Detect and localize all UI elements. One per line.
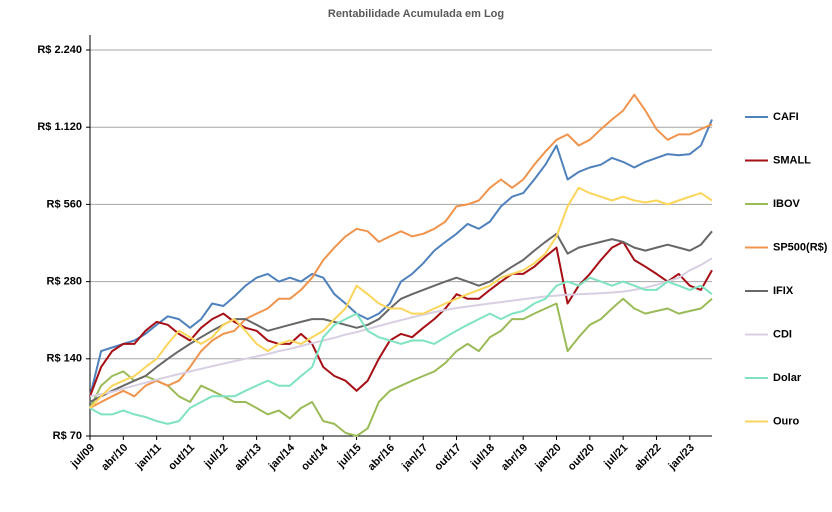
- x-tick-label: jan/17: [399, 442, 430, 473]
- legend-label: Dolar: [773, 372, 802, 384]
- series-line: [89, 230, 713, 403]
- series-line: [89, 276, 713, 425]
- x-tick-label: out/14: [299, 441, 331, 473]
- x-tick-label: jan/14: [266, 441, 298, 473]
- legend-label: CDI: [773, 328, 792, 340]
- y-tick-label: R$ 140: [47, 353, 82, 365]
- x-tick-label: abr/10: [99, 442, 130, 473]
- x-tick-label: jul/21: [601, 442, 630, 471]
- x-tick-label: abr/13: [232, 442, 263, 473]
- x-tick-label: jan/20: [532, 442, 563, 473]
- series-line: [89, 257, 713, 398]
- x-tick-label: jul/12: [201, 442, 230, 471]
- legend-label: SP500(R$): [773, 241, 828, 253]
- x-tick-label: out/20: [566, 442, 597, 473]
- legend-label: IFIX: [773, 285, 794, 297]
- x-tick-label: jul/09: [68, 442, 97, 471]
- x-tick-label: out/11: [166, 442, 197, 473]
- legend-label: CAFI: [773, 111, 799, 123]
- x-tick-label: jan/23: [666, 442, 697, 473]
- x-tick-label: abr/19: [499, 442, 530, 473]
- legend-label: SMALL: [773, 154, 811, 166]
- series-line: [89, 297, 713, 437]
- y-tick-label: R$ 280: [47, 276, 82, 288]
- y-tick-label: R$ 70: [53, 430, 82, 442]
- series-line: [89, 93, 713, 409]
- y-tick-label: R$ 2.240: [37, 44, 82, 56]
- series-line: [89, 240, 713, 397]
- x-tick-label: jul/15: [335, 442, 364, 471]
- x-tick-label: out/17: [432, 442, 463, 473]
- series-line: [89, 186, 713, 409]
- chart-title: Rentabilidade Acumulada em Log: [328, 8, 504, 20]
- legend-label: Ouro: [773, 415, 800, 427]
- y-tick-label: R$ 560: [47, 198, 82, 210]
- x-tick-label: abr/22: [632, 442, 663, 473]
- x-tick-label: jul/18: [468, 442, 497, 471]
- series-line: [89, 119, 713, 397]
- y-tick-label: R$ 1.120: [37, 121, 82, 133]
- legend-label: IBOV: [773, 198, 801, 210]
- x-tick-label: jan/11: [133, 442, 164, 473]
- x-tick-label: abr/16: [366, 442, 397, 473]
